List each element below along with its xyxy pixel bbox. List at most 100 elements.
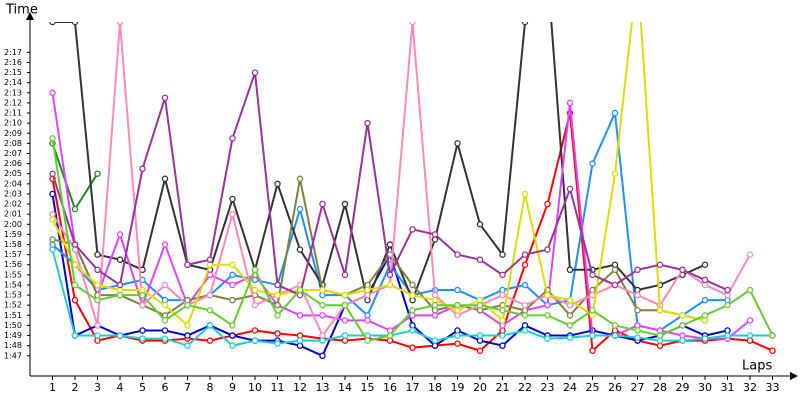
point xyxy=(184,322,191,329)
point xyxy=(251,337,259,344)
point xyxy=(229,332,236,339)
y-tick-label: 2:16 xyxy=(4,58,22,67)
series-line xyxy=(51,22,751,338)
point xyxy=(454,301,461,309)
point xyxy=(701,296,709,304)
point xyxy=(544,312,551,319)
y-axis-arrow xyxy=(26,12,34,20)
y-tick-label: 1:54 xyxy=(4,280,22,289)
point xyxy=(49,22,56,26)
x-tick-label: 11 xyxy=(271,381,285,394)
x-tick-label: 21 xyxy=(496,381,510,394)
x-tick-label: 10 xyxy=(248,381,262,394)
point xyxy=(161,241,169,248)
point xyxy=(229,296,236,304)
series-line xyxy=(51,22,706,328)
point xyxy=(409,281,416,289)
point xyxy=(431,337,439,344)
point xyxy=(229,261,236,268)
point xyxy=(499,251,506,258)
x-tick-label: 25 xyxy=(586,381,600,394)
point xyxy=(319,200,326,208)
point xyxy=(116,281,124,289)
point xyxy=(139,301,146,309)
y-tick-label: 1:47 xyxy=(4,351,22,360)
point xyxy=(319,312,326,319)
x-tick-label: 5 xyxy=(139,381,146,394)
point xyxy=(341,200,349,208)
point xyxy=(679,322,686,329)
point xyxy=(71,205,79,213)
x-tick-label: 2 xyxy=(72,381,79,394)
point xyxy=(116,231,124,238)
point xyxy=(634,266,641,274)
point xyxy=(724,286,731,294)
point xyxy=(274,180,281,188)
point xyxy=(274,312,281,319)
point xyxy=(229,135,236,142)
x-tick-label: 30 xyxy=(698,381,712,394)
point xyxy=(161,317,169,324)
point xyxy=(116,291,124,299)
point xyxy=(544,301,551,309)
point xyxy=(476,221,484,228)
point xyxy=(521,261,529,268)
point xyxy=(724,301,731,309)
point xyxy=(364,337,371,344)
x-tick-label: 23 xyxy=(541,381,555,394)
point xyxy=(319,301,326,309)
point xyxy=(206,307,214,314)
point xyxy=(296,286,304,294)
point xyxy=(409,344,416,351)
x-tick-label: 16 xyxy=(383,381,397,394)
x-tick-label: 15 xyxy=(361,381,375,394)
point xyxy=(341,291,349,299)
point xyxy=(94,281,101,289)
x-tick-label: 9 xyxy=(229,381,236,394)
y-tick-label: 1:53 xyxy=(4,291,22,300)
y-tick-label: 2:09 xyxy=(4,129,22,138)
point xyxy=(746,332,754,339)
x-tick-label: 24 xyxy=(563,381,577,394)
point xyxy=(476,301,484,309)
point xyxy=(184,342,191,349)
point xyxy=(161,281,169,289)
y-tick-label: 2:01 xyxy=(4,210,22,219)
point xyxy=(49,246,56,253)
point xyxy=(94,251,101,258)
point xyxy=(206,291,214,299)
point xyxy=(386,332,394,339)
point xyxy=(341,332,349,339)
series-line xyxy=(51,92,751,340)
point xyxy=(409,307,416,314)
point xyxy=(409,226,416,233)
point xyxy=(161,335,169,342)
point xyxy=(679,266,686,274)
point xyxy=(341,301,349,309)
point xyxy=(49,135,56,142)
point xyxy=(476,332,484,339)
x-tick-label: 29 xyxy=(676,381,690,394)
point xyxy=(184,332,191,339)
point xyxy=(589,160,596,167)
point xyxy=(611,281,619,289)
point xyxy=(161,301,169,309)
point xyxy=(274,281,281,289)
point xyxy=(386,241,394,248)
point xyxy=(679,312,686,319)
point xyxy=(49,89,56,97)
point xyxy=(139,335,146,342)
x-tick-label: 27 xyxy=(631,381,645,394)
point xyxy=(319,352,326,360)
point xyxy=(566,296,574,304)
y-tick-label: 2:02 xyxy=(4,200,22,209)
point xyxy=(251,301,259,309)
point xyxy=(139,165,146,172)
point xyxy=(296,205,304,213)
point xyxy=(296,337,304,344)
y-tick-label: 2:00 xyxy=(4,220,22,229)
y-tick-label: 1:55 xyxy=(4,270,22,279)
point xyxy=(701,261,709,268)
point xyxy=(431,231,439,238)
point xyxy=(521,190,529,198)
